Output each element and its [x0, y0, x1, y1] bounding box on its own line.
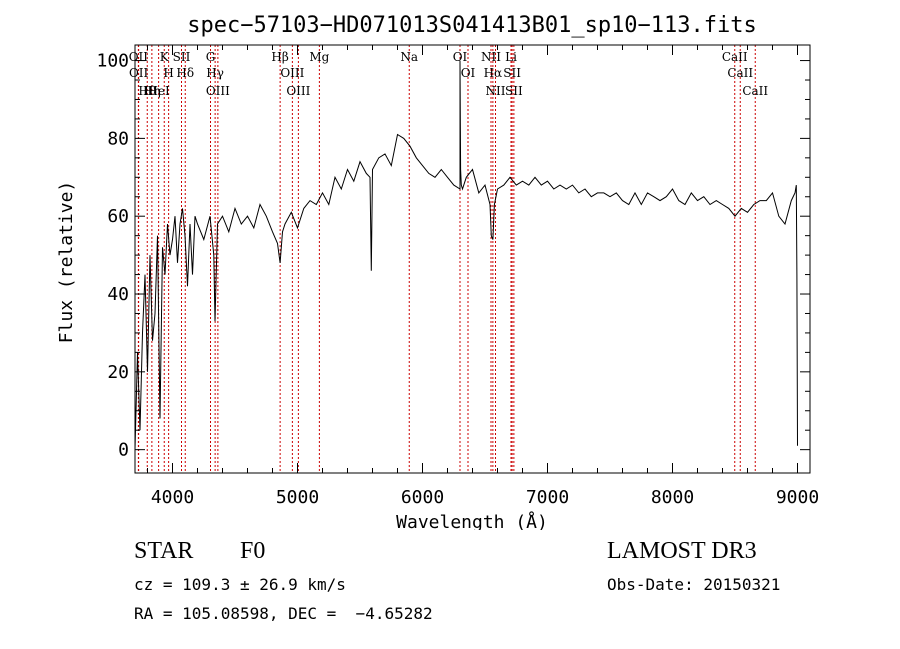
- x-tick-label: 4000: [151, 487, 194, 508]
- annotation-label: NII: [481, 50, 501, 64]
- annotation-label: OII: [129, 50, 149, 64]
- annotation-label: SII: [503, 66, 521, 80]
- annotation-label: Hβ: [271, 50, 288, 64]
- annotation-label: SII: [173, 50, 191, 64]
- y-tick-label: 0: [118, 440, 129, 461]
- annotation-label: SII: [505, 84, 523, 98]
- y-tick-label: 100: [96, 51, 129, 72]
- y-axis-label: Flux (relative): [56, 181, 77, 344]
- annotation-label: Hθ: [138, 84, 156, 98]
- spectral-subclass: F0: [240, 538, 266, 564]
- annotation-label: OIII: [206, 84, 230, 98]
- annotation-label: Li: [505, 50, 517, 64]
- annotation-label: OI: [453, 50, 468, 64]
- survey-name: LAMOST DR3: [607, 538, 757, 564]
- spectrum-chart: spec−57103−HD071013S041413B01_sp10−113.f…: [56, 13, 819, 530]
- annotation-label: Mg: [309, 50, 329, 64]
- plot-frame: [134, 44, 811, 474]
- annotation-label: Hη: [143, 84, 161, 98]
- flux-series-line: [134, 60, 798, 450]
- annotation-label: OIII: [280, 66, 304, 80]
- annotation-label: Hγ: [206, 66, 224, 80]
- x-axis-label: Wavelength (Å): [396, 511, 548, 530]
- annotation-label: K: [160, 50, 170, 64]
- y-tick-label: 60: [107, 206, 129, 227]
- x-tick-label: 9000: [776, 487, 819, 508]
- coordinates-text: RA = 105.08598, DEC = −4.65282: [134, 604, 433, 623]
- x-tick-label: 6000: [401, 487, 444, 508]
- x-tick-label: 8000: [651, 487, 694, 508]
- annotation-label: CaII: [722, 50, 748, 64]
- obs-date-text: Obs-Date: 20150321: [607, 575, 781, 594]
- annotation-label: Hα: [484, 66, 503, 80]
- annotation-label: OIII: [286, 84, 310, 98]
- annotation-lines: [137, 45, 756, 473]
- annotation-label: NII: [486, 84, 506, 98]
- chart-title: spec−57103−HD071013S041413B01_sp10−113.f…: [187, 13, 757, 38]
- x-axis: 4000 5000 6000 7000 8000 9000: [147, 45, 819, 508]
- x-tick-label: 5000: [276, 487, 319, 508]
- annotation-label: Hδ: [176, 66, 194, 80]
- annotation-label: HeI: [147, 84, 170, 98]
- y-axis: 0 20 40 60 80 100: [96, 51, 810, 461]
- object-class: STAR: [134, 538, 194, 564]
- annotation-label: Na: [400, 50, 418, 64]
- annotation-label: G: [206, 50, 216, 64]
- y-tick-label: 40: [107, 284, 129, 305]
- annotation-label: CaII: [727, 66, 753, 80]
- annotation-label: CaII: [742, 84, 768, 98]
- x-tick-label: 7000: [526, 487, 569, 508]
- annotation-label: H: [163, 66, 173, 80]
- annotation-label: OII: [129, 66, 149, 80]
- y-tick-label: 20: [107, 362, 129, 383]
- y-tick-label: 80: [107, 128, 129, 149]
- annotation-label: OI: [461, 66, 476, 80]
- redshift-text: cz = 109.3 ± 26.9 km/s: [134, 575, 346, 594]
